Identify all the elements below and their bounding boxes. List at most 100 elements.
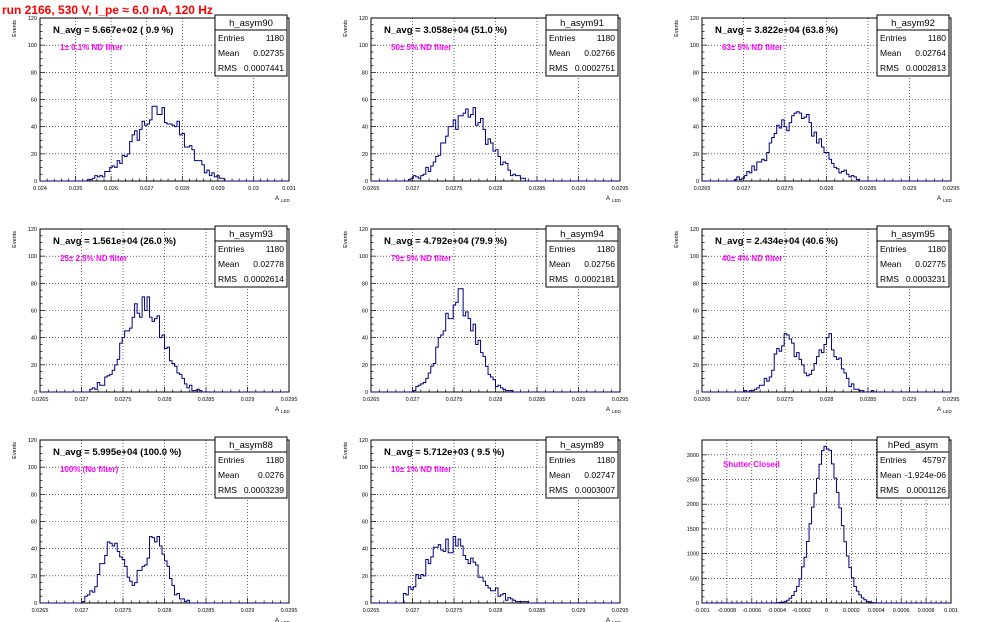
stats-key-entries: Entries — [549, 244, 575, 254]
x-tick-label: 0.0008 — [918, 608, 935, 614]
x-axis-label-sub: LED — [612, 620, 622, 622]
y-tick-label: 100 — [690, 254, 699, 260]
x-tick-label: 0.0295 — [612, 186, 629, 192]
y-tick-label: 40 — [693, 336, 699, 342]
stats-key-mean: Mean — [218, 470, 240, 480]
y-tick-label: 120 — [359, 438, 368, 444]
x-tick-label: 0.029 — [241, 397, 255, 403]
x-tick-label: 0.027 — [75, 397, 89, 403]
annotation-label: 63± 5% ND filter — [722, 43, 782, 52]
annotation-label: 79± 5% ND filter — [391, 254, 451, 263]
x-axis-label-main: A — [275, 407, 279, 413]
x-tick-label: 0.029 — [903, 186, 917, 192]
stats-key-entries: Entries — [549, 33, 575, 43]
y-tick-label: 80 — [362, 492, 368, 498]
stats-key-entries: Entries — [218, 33, 244, 43]
histogram-panel-h_asym88: 0.0265 0.027 0.0275 0.028 0.0285 0.029 0.0295 0… — [12, 436, 297, 622]
x-tick-label: 0.0265 — [363, 397, 380, 403]
x-tick-label: 0.0285 — [529, 608, 546, 614]
x-tick-label: 0.0004 — [868, 608, 885, 614]
x-tick-label: 0.0265 — [32, 608, 49, 614]
x-tick-label: 0.028 — [158, 397, 172, 403]
x-tick-label: 0.0285 — [860, 186, 877, 192]
y-tick-label: 40 — [31, 336, 37, 342]
x-tick-label: -0.001 — [694, 608, 710, 614]
x-tick-label: -0.0004 — [767, 608, 786, 614]
x-tick-label: 0.0285 — [529, 186, 546, 192]
x-tick-label: -0.0008 — [718, 608, 737, 614]
x-tick-label: 0.0295 — [612, 397, 629, 403]
stats-box-frame — [214, 436, 288, 499]
stats-box-title: h_asym93 — [229, 229, 273, 240]
x-tick-label: 0.0265 — [694, 397, 711, 403]
y-tick-label: 2500 — [687, 478, 699, 484]
histogram-line — [702, 111, 951, 182]
x-tick-label: 0.024 — [33, 186, 47, 192]
x-tick-label: 0.028 — [489, 397, 503, 403]
x-tick-label: 0.027 — [737, 186, 751, 192]
x-tick-label: 0.031 — [282, 186, 296, 192]
stats-key-mean: Mean — [880, 48, 902, 58]
stats-box: h_asym92 Entries 1180 Mean 0.02764 RMS 0.00028… — [876, 14, 950, 77]
stats-box: h_asym90 Entries 1180 Mean 0.02735 RMS 0.00074… — [214, 14, 288, 77]
y-tick-label: 20 — [362, 152, 368, 158]
y-tick-label: 20 — [362, 574, 368, 580]
stats-key-entries: Entries — [880, 244, 906, 254]
x-tick-label: 0.0295 — [943, 186, 960, 192]
y-axis-label: Events — [343, 442, 349, 459]
navg-label: N_avg = 1.561e+04 (26.0 %) — [53, 236, 176, 247]
stats-value-entries: 1180 — [266, 455, 285, 465]
stats-key-mean: Mean — [218, 48, 240, 58]
histogram-line — [371, 107, 620, 182]
y-tick-label: 0 — [34, 390, 37, 396]
y-tick-label: 120 — [690, 227, 699, 233]
y-tick-label: 100 — [28, 43, 37, 49]
x-tick-label: 0.0265 — [32, 397, 49, 403]
annotation-label: 40± 4% ND filter — [722, 254, 782, 263]
x-tick-label: 0.0285 — [860, 397, 877, 403]
x-tick-label: 0.0275 — [446, 608, 463, 614]
x-tick-label: 0.0265 — [694, 186, 711, 192]
stats-value-mean: 0.02775 — [915, 259, 946, 269]
x-tick-label: 0.027 — [406, 608, 420, 614]
y-tick-label: 80 — [362, 281, 368, 287]
y-tick-label: 40 — [693, 125, 699, 131]
stats-key-rms: RMS — [549, 274, 568, 284]
y-tick-label: 60 — [693, 309, 699, 315]
y-axis-label: Events — [12, 442, 18, 459]
x-tick-label: 0.0295 — [612, 608, 629, 614]
x-tick-label: 0.0275 — [115, 397, 132, 403]
x-tick-label: 0.028 — [489, 608, 503, 614]
y-tick-label: 0 — [365, 390, 368, 396]
stats-box-frame — [214, 225, 288, 288]
stats-key-rms: RMS — [880, 274, 899, 284]
x-axis-label-main: A — [275, 618, 279, 622]
x-axis-label-sub: LED — [612, 198, 622, 203]
y-tick-label: 80 — [693, 281, 699, 287]
x-tick-label: 0.026 — [104, 186, 118, 192]
stats-box-title: h_asym95 — [891, 229, 935, 240]
y-tick-label: 80 — [362, 70, 368, 76]
y-tick-label: 100 — [28, 254, 37, 260]
x-tick-label: 0.0285 — [198, 397, 215, 403]
x-tick-label: 0.0275 — [446, 397, 463, 403]
y-tick-label: 0 — [365, 179, 368, 185]
stats-key-rms: RMS — [218, 485, 237, 495]
y-tick-label: 100 — [690, 43, 699, 49]
x-tick-label: 0.001 — [944, 608, 958, 614]
stats-box-title: h_asym91 — [560, 18, 604, 29]
x-tick-label: 0.0006 — [893, 608, 910, 614]
x-tick-label: 0.0285 — [529, 397, 546, 403]
stats-box: h_asym88 Entries 1180 Mean 0.0276 RMS 0.000323… — [214, 436, 288, 499]
stats-key-mean: Mean — [218, 259, 240, 269]
x-tick-label: 0.027 — [406, 186, 420, 192]
stats-value-entries: 1180 — [266, 244, 285, 254]
stats-key-entries: Entries — [218, 455, 244, 465]
x-tick-label: 0.029 — [241, 608, 255, 614]
y-axis-label: Events — [343, 231, 349, 248]
x-tick-label: 0.0265 — [363, 186, 380, 192]
x-tick-label: 0.0275 — [446, 186, 463, 192]
